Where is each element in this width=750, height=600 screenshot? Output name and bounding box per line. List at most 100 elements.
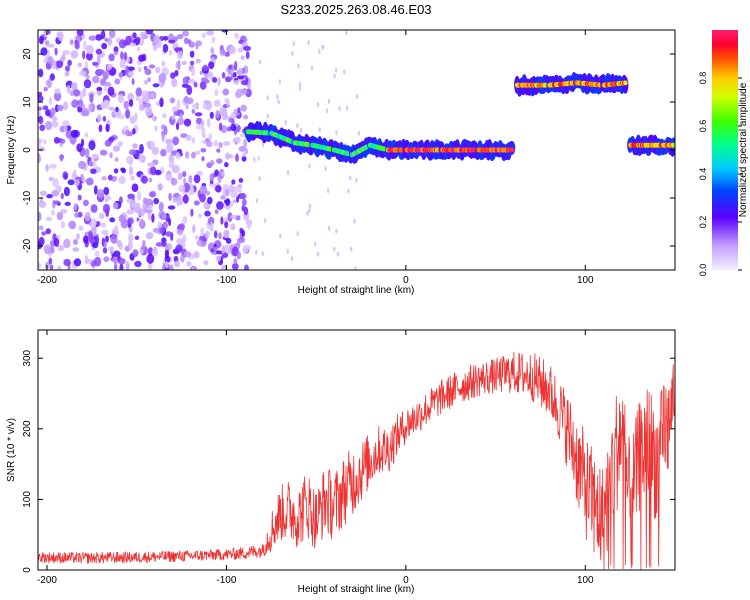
spectrogram-noise-cell <box>182 76 189 85</box>
spectrogram-noise-cell <box>203 260 209 266</box>
spectrogram-noise-cell <box>152 115 158 122</box>
spectrogram-noise-cell <box>353 218 356 224</box>
spectrogram-noise-cell <box>191 67 196 77</box>
spectrogram-noise-cell <box>221 245 226 254</box>
spectrogram-noise-cell <box>104 99 110 108</box>
spectrogram-noise-cell <box>191 137 196 144</box>
spectrogram-noise-cell <box>161 60 165 67</box>
spectrogram-noise-cell <box>127 66 135 71</box>
spectrogram-noise-cell <box>178 223 185 231</box>
spectrogram-noise-cell <box>246 221 252 229</box>
spectrogram-noise-cell <box>90 204 98 213</box>
spectrogram-noise-cell <box>163 125 168 136</box>
spectrogram-cells <box>38 30 675 270</box>
spectrogram-noise-cell <box>175 61 181 69</box>
spectrogram-noise-cell <box>149 141 156 149</box>
spectrogram-noise-cell <box>101 176 107 181</box>
spectrogram-x-tick-label: -100 <box>216 275 236 286</box>
spectrogram-noise-cell <box>199 70 203 75</box>
spectrogram-noise-cell <box>224 221 229 229</box>
spectrogram-noise-cell <box>182 30 189 37</box>
spectrogram-noise-cell <box>51 120 59 128</box>
spectrogram-noise-cell <box>45 228 51 235</box>
spectrogram-noise-cell <box>53 238 60 247</box>
spectrogram-noise-cell <box>44 40 50 45</box>
spectrogram-noise-cell <box>171 115 176 120</box>
spectrogram-noise-cell <box>215 185 222 193</box>
spectrogram-noise-cell <box>221 113 229 121</box>
spectrogram-noise-cell <box>82 235 89 244</box>
spectrogram-noise-cell <box>168 192 172 201</box>
spectrogram-noise-cell <box>86 177 94 186</box>
spectrogram-noise-cell <box>77 194 82 201</box>
spectrogram-noise-cell <box>345 105 349 111</box>
spectrogram-noise-cell <box>73 169 77 178</box>
spectrogram-noise-cell <box>224 230 229 238</box>
spectrogram-noise-cell <box>67 59 72 67</box>
spectrogram-noise-cell <box>38 153 41 163</box>
spectrogram-noise-cell <box>199 81 207 90</box>
spectrogram-noise-cell <box>222 88 230 96</box>
spectrogram-noise-cell <box>62 171 69 180</box>
spectrogram-noise-cell <box>130 175 135 181</box>
spectrogram-noise-cell <box>56 211 64 221</box>
spectrogram-noise-cell <box>45 109 51 117</box>
spectrogram-noise-cell <box>84 132 89 138</box>
spectrogram-noise-cell <box>238 146 246 152</box>
spectrogram-noise-cell <box>151 146 159 155</box>
spectrogram-noise-cell <box>102 247 108 254</box>
spectrogram-noise-cell <box>96 55 101 66</box>
spectrogram-noise-cell <box>139 218 144 226</box>
spectrogram-y-label: Frequency (Hz) <box>6 116 17 185</box>
spectrogram-noise-cell <box>193 174 201 184</box>
spectrogram-noise-cell <box>164 255 171 263</box>
snr-x-ticks: -200 -100 0 100 <box>37 330 594 586</box>
spectrogram-noise-cell <box>183 251 192 258</box>
spectrogram-noise-cell <box>216 250 223 255</box>
spectrogram-noise-cell <box>102 203 111 214</box>
spectrogram-noise-cell <box>100 30 106 40</box>
spectrogram-noise-cell <box>102 71 109 80</box>
spectrogram-noise-cell <box>162 35 169 41</box>
snr-y-tick-label: 200 <box>22 420 33 437</box>
figure-title: S233.2025.263.08.46.E03 <box>280 2 431 17</box>
spectrogram-noise-cell <box>165 173 173 182</box>
spectrogram-noise-cell <box>290 256 294 262</box>
spectrogram-y-tick-label: -20 <box>22 238 33 253</box>
spectrogram-noise-cell <box>118 39 127 49</box>
spectrogram-noise-cell <box>255 249 258 255</box>
spectrogram-noise-cell <box>235 136 241 143</box>
spectrogram-noise-cell <box>142 197 148 204</box>
spectrogram-noise-cell <box>279 233 282 239</box>
spectrogram-noise-cell <box>168 49 172 56</box>
spectrogram-noise-cell <box>191 151 196 159</box>
spectrogram-noise-cell <box>125 35 132 46</box>
spectrogram-noise-cell <box>68 220 77 230</box>
spectrogram-noise-cell <box>38 142 41 148</box>
spectrogram-noise-cell <box>38 211 42 222</box>
spectrogram-noise-cell <box>165 261 169 269</box>
spectrogram-noise-cell <box>219 106 225 116</box>
spectrogram-noise-cell <box>103 186 110 196</box>
spectrogram-noise-cell <box>45 216 53 222</box>
spectrogram-noise-cell <box>63 186 70 197</box>
spectrogram-noise-cell <box>88 103 93 110</box>
spectrogram-noise-cell <box>225 154 234 159</box>
spectrogram-noise-cell <box>240 104 247 112</box>
spectrogram-noise-cell <box>96 114 102 123</box>
spectrogram-noise-cell <box>112 202 119 210</box>
spectrogram-noise-cell <box>214 89 219 97</box>
spectrogram-noise-cell <box>153 197 160 205</box>
spectrogram-noise-cell <box>173 111 180 116</box>
spectrogram-noise-cell <box>209 111 214 119</box>
spectrogram-noise-cell <box>149 191 156 198</box>
spectrogram-noise-cell <box>51 209 55 216</box>
spectrogram-noise-cell <box>121 168 126 174</box>
spectrogram-noise-cell <box>210 47 214 55</box>
spectrogram-noise-cell <box>43 139 47 144</box>
spectrogram-noise-cell <box>175 152 181 160</box>
spectrogram-noise-cell <box>48 176 54 182</box>
spectrogram-noise-cell <box>42 105 49 111</box>
spectrogram-noise-cell <box>214 209 219 215</box>
spectrogram-noise-cell <box>308 203 311 209</box>
